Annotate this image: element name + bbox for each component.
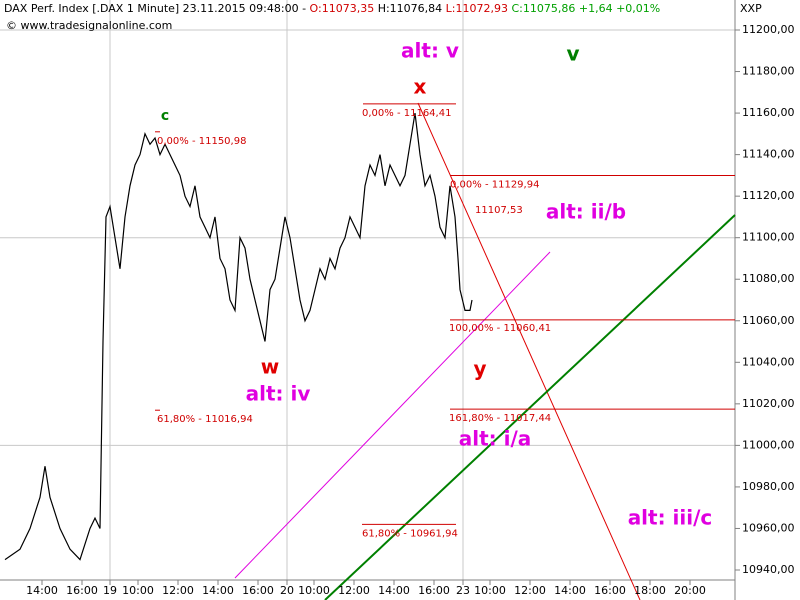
- x-tick-label: 14:00: [554, 584, 586, 597]
- x-tick-label: 18:00: [634, 584, 666, 597]
- x-tick-label: 20: [280, 584, 294, 597]
- header: DAX Perf. Index [.DAX 1 Minute] 23.11.20…: [4, 2, 660, 15]
- x-tick-label: 10:00: [474, 584, 506, 597]
- wave-label: alt: ii/b: [546, 200, 626, 224]
- y-tick-label: 10940,00: [742, 563, 795, 576]
- y-tick-label: 11040,00: [742, 355, 795, 368]
- fib-label: 0,00% - 11150,98: [157, 136, 246, 147]
- wave-label: alt: iv: [246, 382, 311, 406]
- y-tick-label: 11180,00: [742, 65, 795, 78]
- low: L:11072,93: [446, 2, 508, 15]
- x-tick-label: 23: [456, 584, 470, 597]
- x-tick-label: 12:00: [162, 584, 194, 597]
- x-tick-label: 14:00: [202, 584, 234, 597]
- y-tick-label: 11160,00: [742, 106, 795, 119]
- wave-label: y: [473, 357, 486, 381]
- fib-label: 0,00% - 11164,41: [362, 108, 451, 119]
- fib-label: 61,80% - 11016,94: [157, 414, 253, 425]
- x-tick-label: 10:00: [298, 584, 330, 597]
- x-tick-label: 16:00: [66, 584, 98, 597]
- y-tick-label: 11020,00: [742, 397, 795, 410]
- x-tick-label: 14:00: [378, 584, 410, 597]
- wave-label: x: [414, 75, 427, 99]
- fib-label: 161,80% - 11017,44: [449, 413, 551, 424]
- y-tick-label: 11060,00: [742, 314, 795, 327]
- x-tick-label: 20:00: [674, 584, 706, 597]
- high: H:11076,84: [378, 2, 442, 15]
- x-tick-label: 14:00: [26, 584, 58, 597]
- symbol: XXP: [740, 2, 762, 15]
- y-tick-label: 11080,00: [742, 272, 795, 285]
- price-line: [4, 113, 473, 561]
- trend-line: [234, 251, 551, 579]
- fib-label: 11107,53: [475, 205, 523, 216]
- x-tick-label: 16:00: [594, 584, 626, 597]
- x-tick-label: 12:00: [514, 584, 546, 597]
- trend-line: [324, 214, 736, 600]
- y-tick-label: 10960,00: [742, 521, 795, 534]
- fib-label: 100,00% - 11060,41: [449, 323, 551, 334]
- x-tick-label: 19: [103, 584, 117, 597]
- wave-label: w: [261, 355, 279, 379]
- wave-label: alt: iii/c: [628, 506, 713, 530]
- source: © www.tradesignalonline.com: [6, 19, 172, 32]
- fib-label: 61,80% - 10961,94: [362, 528, 458, 539]
- fib-label: 0,00% - 11129,94: [450, 180, 539, 191]
- x-tick-label: 16:00: [242, 584, 274, 597]
- y-tick-label: 11000,00: [742, 438, 795, 451]
- y-tick-label: 11140,00: [742, 148, 795, 161]
- wave-label: v: [566, 42, 579, 66]
- close: C:11075,86 +1,64 +0,01%: [512, 2, 661, 15]
- wave-label: alt: i/a: [459, 427, 532, 451]
- trend-line: [417, 102, 641, 600]
- instrument: DAX Perf. Index [.DAX 1 Minute] 23.11.20…: [4, 2, 310, 15]
- x-tick-label: 16:00: [418, 584, 450, 597]
- open: O:11073,35: [310, 2, 375, 15]
- x-tick-label: 10:00: [122, 584, 154, 597]
- x-tick-label: 12:00: [338, 584, 370, 597]
- y-tick-label: 11120,00: [742, 189, 795, 202]
- y-tick-label: 11100,00: [742, 231, 795, 244]
- y-tick-label: 10980,00: [742, 480, 795, 493]
- wave-label: c: [161, 108, 169, 124]
- wave-label: alt: v: [401, 39, 459, 63]
- y-tick-label: 11200,00: [742, 23, 795, 36]
